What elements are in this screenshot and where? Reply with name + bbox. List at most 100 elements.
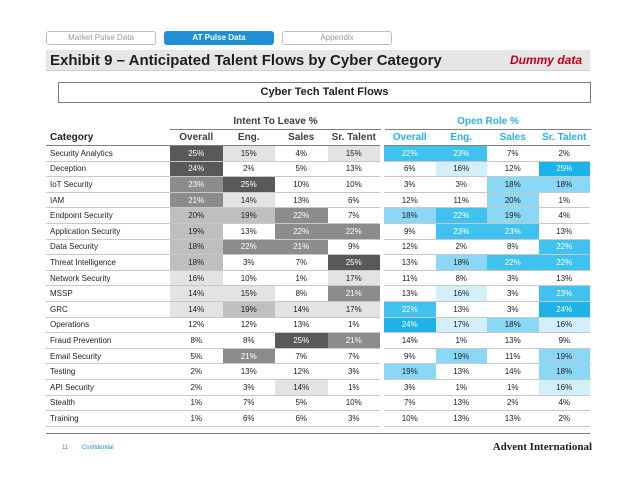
intent-to-leave-cell: 18%	[170, 255, 223, 271]
intent-to-leave-cell: 25%	[222, 177, 275, 193]
open-role-cell: 13%	[384, 286, 436, 302]
intent-to-leave-cell: 15%	[327, 146, 380, 162]
open-role-cell: 6%	[384, 162, 436, 178]
tab-appendix[interactable]: Appendix	[282, 31, 392, 45]
column-header: Sr. Talent	[327, 130, 380, 146]
open-role-cell: 13%	[538, 271, 590, 287]
open-role-cell: 25%	[538, 161, 590, 178]
open-role-cell: 7%	[384, 396, 436, 412]
open-role-cell: 22%	[435, 208, 487, 224]
open-role-cell: 3%	[487, 286, 539, 302]
intent-to-leave-cell: 2%	[170, 364, 223, 380]
tab-at-pulse-data[interactable]: AT Pulse Data	[164, 31, 274, 45]
table-row: Stealth 1% 7% 5% 10% 7% 13% 2% 4%	[46, 396, 590, 412]
table-row: Security Analytics 25% 15% 4% 15% 22% 23% 7% 2%	[46, 146, 590, 162]
intent-to-leave-cell: 3%	[222, 380, 275, 396]
open-role-cell: 1%	[487, 380, 539, 396]
intent-to-leave-cell: 25%	[275, 333, 328, 349]
category-cell: MSSP	[46, 286, 170, 302]
dummy-data-label: Dummy data	[509, 53, 582, 67]
intent-to-leave-cell: 10%	[222, 271, 275, 287]
category-cell: IAM	[46, 193, 170, 209]
intent-to-leave-cell: 5%	[275, 396, 328, 412]
category-cell: Network Security	[46, 271, 170, 287]
column-header: Sales	[275, 130, 328, 146]
intent-to-leave-cell: 21%	[222, 348, 275, 365]
open-role-cell: 4%	[538, 396, 590, 412]
category-cell: Training	[46, 411, 170, 427]
open-role-cell: 13%	[435, 302, 487, 318]
open-role-cell: 9%	[384, 224, 436, 240]
table-row: Application Security 19% 13% 22% 22% 9% 23% 23%…	[46, 223, 590, 240]
open-role-cell: 9%	[384, 349, 436, 365]
open-role-cell: 1%	[538, 193, 590, 209]
table-subtitle: Cyber Tech Talent Flows	[58, 82, 591, 103]
intent-to-leave-cell: 3%	[327, 364, 380, 380]
open-role-cell: 14%	[384, 333, 436, 349]
open-role-cell: 13%	[435, 396, 487, 412]
intent-to-leave-cell: 7%	[327, 349, 380, 365]
open-role-cell: 8%	[435, 271, 487, 287]
intent-to-leave-cell: 12%	[170, 318, 223, 334]
column-header: Overall	[384, 130, 436, 146]
table-row: Network Security 16% 10% 1% 17% 11% 8% 3% 13%	[46, 270, 590, 287]
intent-to-leave-cell: 6%	[327, 193, 380, 209]
category-cell: Stealth	[46, 396, 170, 412]
intent-to-leave-cell: 18%	[170, 239, 223, 256]
category-cell: Threat Intelligence	[46, 255, 170, 271]
category-cell: GRC	[46, 302, 170, 318]
category-cell: Operations	[46, 318, 170, 334]
footer: 11 Confidential	[62, 445, 126, 451]
intent-to-leave-cell: 25%	[327, 255, 380, 271]
category-cell: Data Security	[46, 240, 170, 256]
divider	[170, 129, 381, 130]
group-header-intent-to-leave: Intent To Leave %	[233, 116, 318, 127]
group-header-open-role: Open Role %	[457, 116, 519, 127]
table-row: IoT Security 23% 25% 10% 10% 3% 3% 18% 18%	[46, 177, 590, 193]
table-row: MSSP 14% 15% 8% 21% 13% 16% 3% 23%	[46, 286, 590, 302]
intent-to-leave-cell: 15%	[222, 146, 275, 162]
open-role-cell: 18%	[384, 208, 436, 224]
intent-to-leave-cell: 25%	[170, 146, 223, 162]
intent-to-leave-cell: 1%	[170, 411, 223, 427]
intent-to-leave-cell: 21%	[170, 192, 223, 209]
open-role-cell: 18%	[487, 317, 539, 334]
column-header: Eng.	[222, 130, 275, 146]
intent-to-leave-cell: 14%	[222, 192, 275, 209]
intent-to-leave-cell: 3%	[222, 255, 275, 271]
open-role-cell: 2%	[487, 396, 539, 412]
open-role-cell: 13%	[435, 364, 487, 380]
tab-market-pulse-data[interactable]: Market Pulse Data	[46, 31, 156, 45]
intent-to-leave-cell: 5%	[275, 162, 328, 178]
open-role-cell: 22%	[538, 255, 590, 271]
open-role-cell: 3%	[487, 302, 539, 318]
table-header-row: Category Overall Eng. Sales Sr. Talent O…	[46, 130, 590, 146]
intent-to-leave-cell: 22%	[222, 239, 275, 256]
intent-to-leave-cell: 1%	[275, 271, 328, 287]
page-number: 11	[62, 445, 69, 451]
column-header: Category	[46, 130, 170, 146]
company-logo: Advent International	[492, 441, 592, 453]
open-role-cell: 1%	[435, 333, 487, 349]
open-role-cell: 22%	[538, 239, 590, 256]
open-role-cell: 23%	[435, 223, 487, 240]
open-role-cell: 9%	[538, 333, 590, 349]
category-cell: Testing	[46, 364, 170, 380]
open-role-cell: 19%	[538, 348, 590, 365]
open-role-cell: 23%	[487, 223, 539, 240]
intent-to-leave-cell: 1%	[327, 380, 380, 396]
open-role-cell: 13%	[538, 224, 590, 240]
intent-to-leave-cell: 3%	[327, 411, 380, 427]
open-role-cell: 22%	[487, 255, 539, 271]
intent-to-leave-cell: 21%	[275, 239, 328, 256]
open-role-cell: 24%	[384, 317, 436, 334]
open-role-cell: 2%	[538, 411, 590, 427]
column-header: Sr. Talent	[538, 130, 590, 146]
open-role-cell: 16%	[538, 379, 590, 396]
open-role-cell: 16%	[435, 286, 487, 302]
category-cell: Fraud Prevention	[46, 333, 170, 349]
intent-to-leave-cell: 6%	[222, 411, 275, 427]
open-role-cell: 12%	[487, 162, 539, 178]
open-role-cell: 18%	[538, 364, 590, 380]
open-role-cell: 18%	[538, 177, 590, 193]
